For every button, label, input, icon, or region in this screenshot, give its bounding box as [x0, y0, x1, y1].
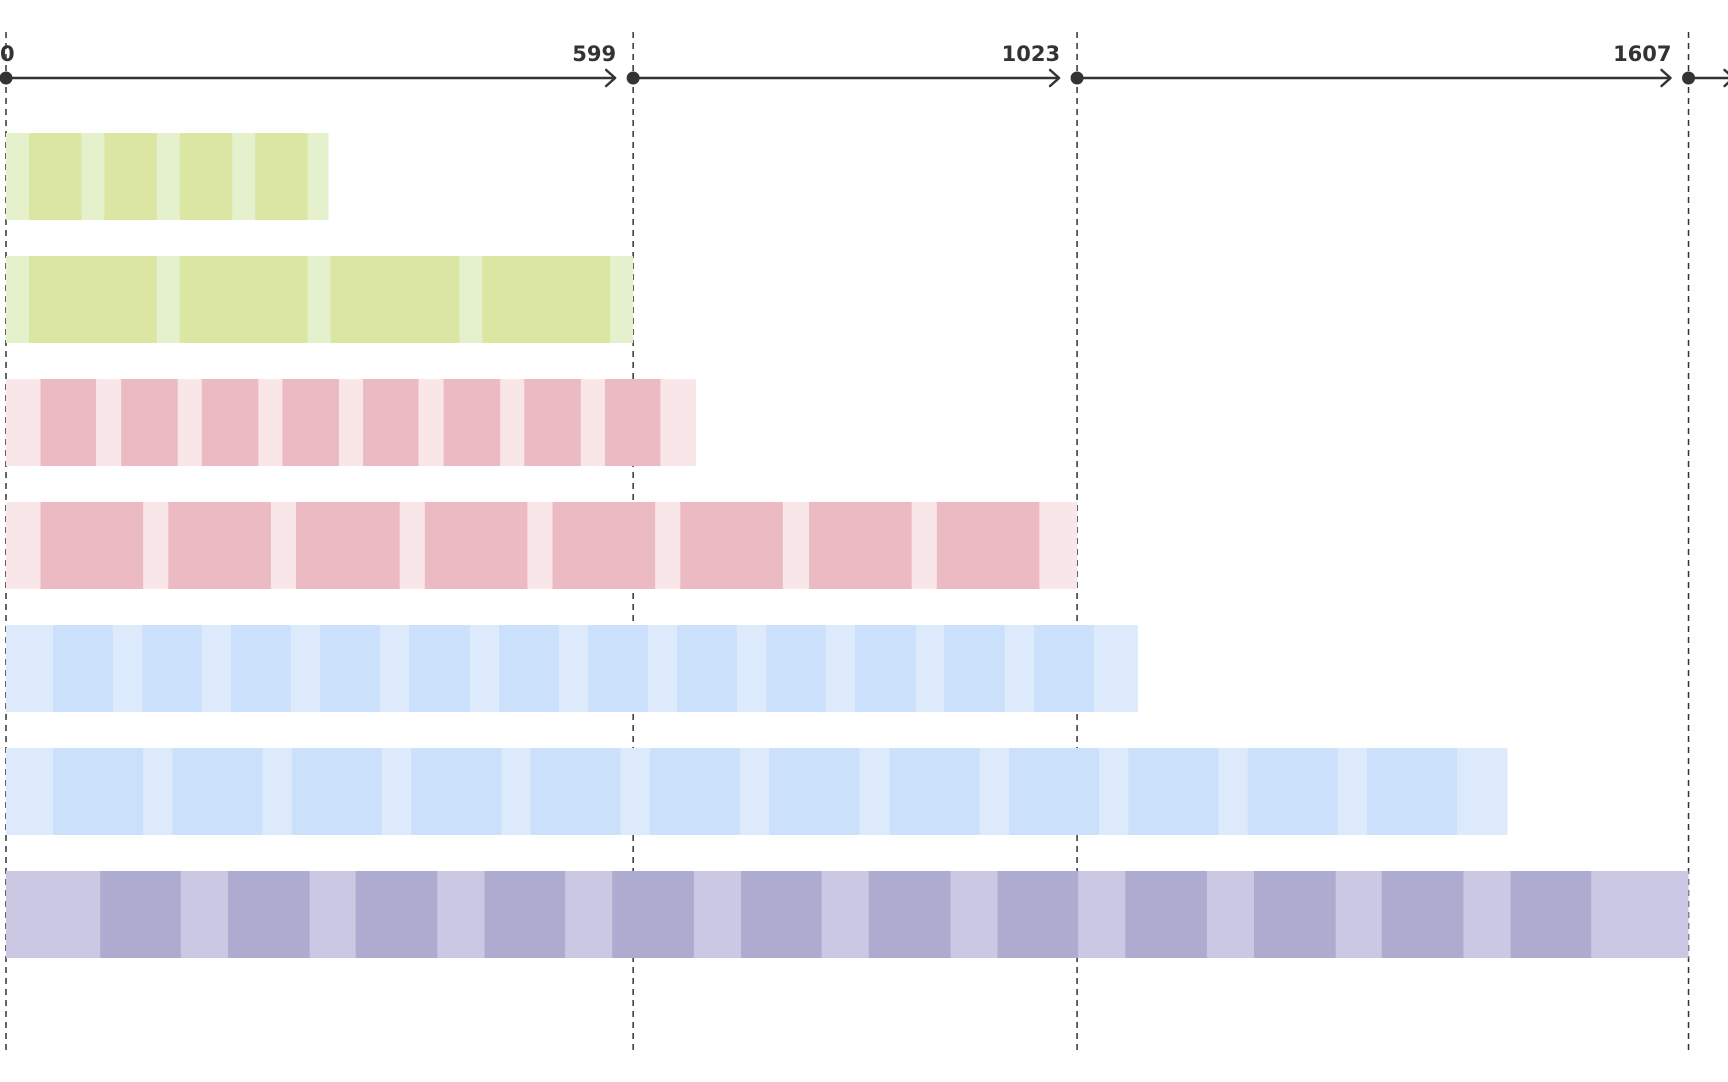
bar-block [530, 748, 621, 835]
bar-block [40, 379, 97, 466]
bar-block [121, 379, 178, 466]
bar-row-green-long [6, 256, 634, 343]
bar-block [524, 379, 581, 466]
bar-block [769, 748, 860, 835]
bar-block [680, 502, 783, 589]
bar-block [231, 625, 291, 712]
bar-block [29, 256, 157, 343]
bar-block [1009, 748, 1100, 835]
bar-row-purple [6, 871, 1689, 958]
bar-block [649, 748, 740, 835]
bar-background [6, 379, 696, 466]
bar-block [482, 256, 611, 343]
bar-block [355, 871, 438, 958]
bar-block [424, 502, 528, 589]
bar-block [889, 748, 980, 835]
bar-block [179, 256, 308, 343]
bar-block [291, 748, 382, 835]
bar-rows [6, 133, 1689, 958]
bar-block [409, 625, 470, 712]
bar-block [604, 379, 661, 466]
marker-dot [626, 71, 640, 85]
bar-block [944, 625, 1005, 712]
bar-block [766, 625, 826, 712]
bar-block [1367, 748, 1458, 835]
bar-block [411, 748, 502, 835]
bar-block [330, 256, 460, 343]
bar-row-pink-short [6, 379, 696, 466]
bar-block [740, 871, 822, 958]
bar-block [855, 625, 916, 712]
marker-dot [0, 71, 13, 85]
bar-block [179, 133, 233, 220]
bar-block [1510, 871, 1592, 958]
marker-label-1607: 1607 [1613, 42, 1671, 66]
bar-row-green-short [6, 133, 329, 220]
bar-block [172, 748, 263, 835]
marker-dot [1682, 71, 1696, 85]
bar-block [443, 379, 501, 466]
marker-label-599: 599 [572, 42, 616, 66]
bar-background [6, 502, 1078, 589]
bar-block [552, 502, 656, 589]
bar-row-pink-long [6, 502, 1078, 589]
bar-block [142, 625, 202, 712]
axis-arrowhead [1048, 68, 1061, 88]
bar-row-blue-long [6, 748, 1508, 835]
axis-arrowhead [1660, 68, 1672, 88]
bar-block [53, 625, 113, 712]
timeline-labels: 0 599 1023 1607 [0, 42, 1672, 66]
bar-block [320, 625, 380, 712]
bar-block [677, 625, 737, 712]
bar-block [53, 748, 144, 835]
bar-block [201, 379, 259, 466]
bar-block [296, 502, 400, 589]
bar-block [363, 379, 419, 466]
marker-label-0: 0 [0, 42, 15, 66]
bar-block [1034, 625, 1094, 712]
bar-block [997, 871, 1079, 958]
marker-label-1023: 1023 [1002, 42, 1060, 66]
bar-block [255, 133, 308, 220]
bar-block [809, 502, 912, 589]
bar-block [168, 502, 271, 589]
bar-block [588, 625, 648, 712]
bar-block [227, 871, 310, 958]
axis-arrowhead [604, 68, 617, 88]
bar-block [1247, 748, 1338, 835]
bar-block [282, 379, 339, 466]
bar-block [1128, 748, 1219, 835]
bar-block [104, 133, 157, 220]
marker-dot [1070, 71, 1084, 85]
bar-block [612, 871, 694, 958]
bar-block [100, 871, 181, 958]
bar-block [1254, 871, 1336, 958]
bar-block [484, 871, 566, 958]
bar-block [1381, 871, 1464, 958]
bar-row-blue-short [6, 625, 1138, 712]
bar-block [936, 502, 1040, 589]
bar-block [29, 133, 82, 220]
bar-block [499, 625, 559, 712]
bar-block [868, 871, 951, 958]
timeline-axis [0, 68, 1728, 88]
bar-block [40, 502, 144, 589]
bar-block [1125, 871, 1207, 958]
